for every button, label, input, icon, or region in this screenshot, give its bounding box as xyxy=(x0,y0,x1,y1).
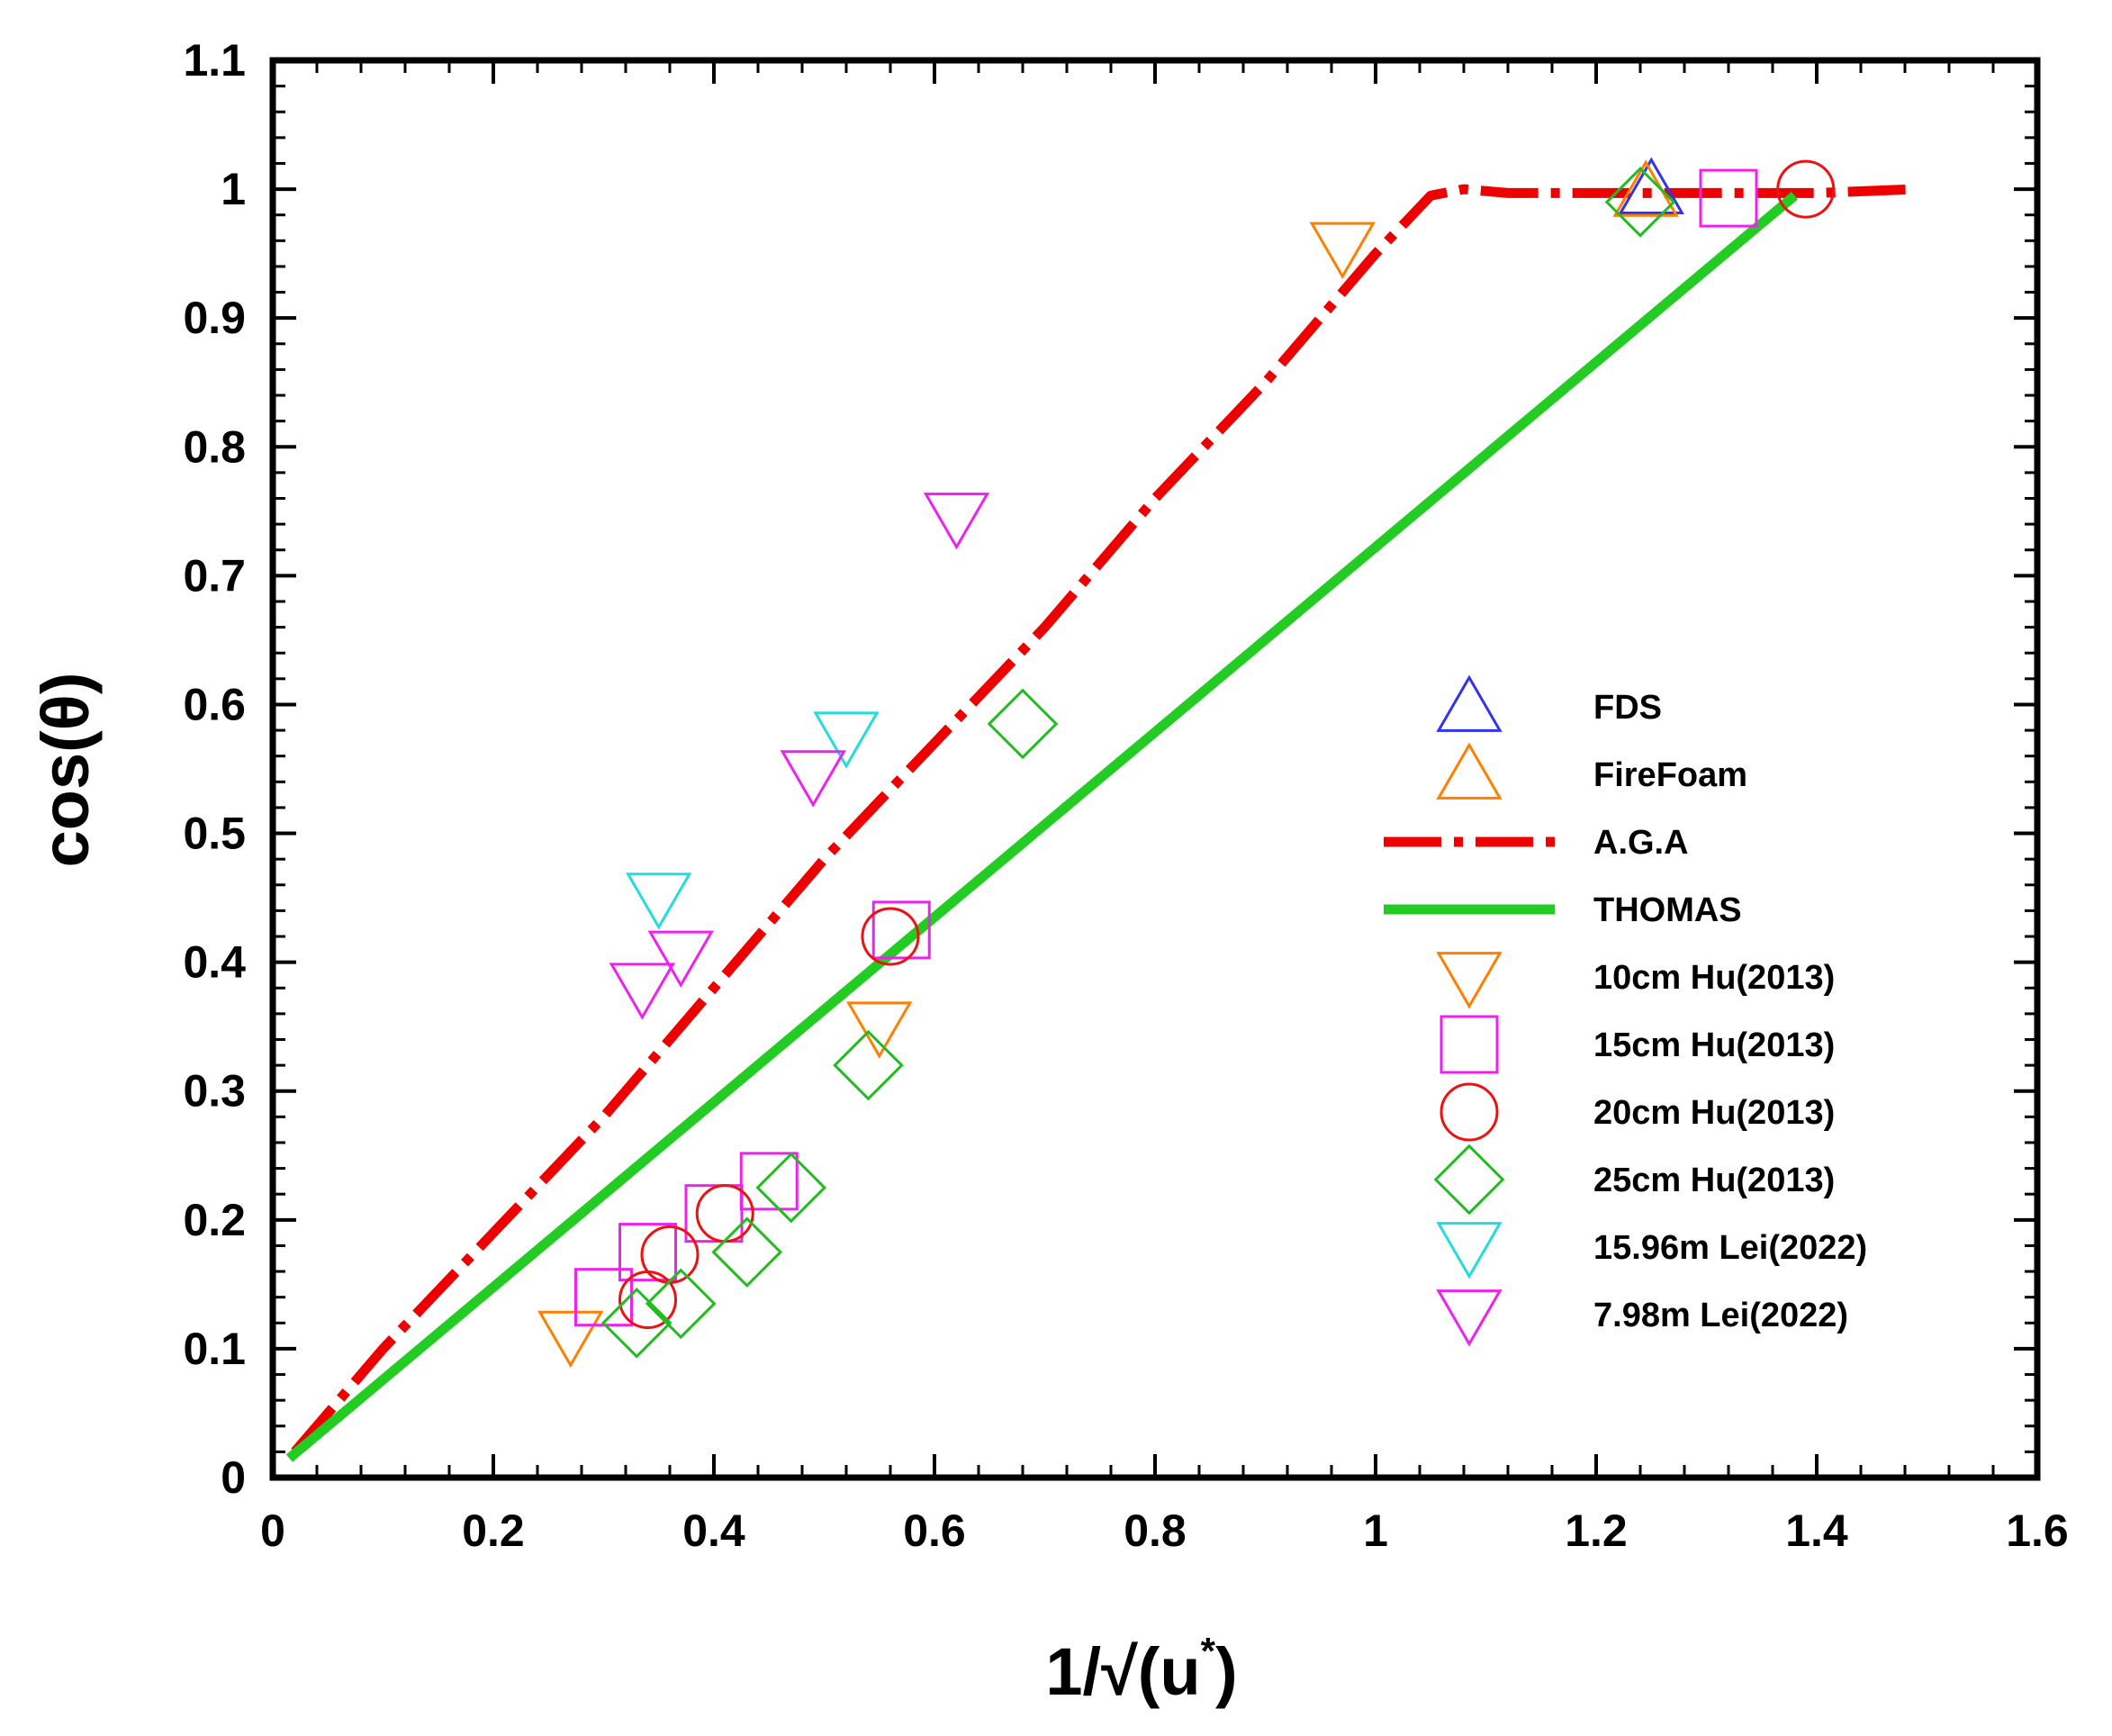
legend-label-thomas: THOMAS xyxy=(1593,891,1742,929)
point-15cm-hu-2013 xyxy=(618,1223,677,1282)
legend-swatch-20cm-hu-2013 xyxy=(1440,1082,1499,1142)
y-tick-label: 0.5 xyxy=(183,809,246,859)
x-axis-title-main: 1/√(u xyxy=(1045,1634,1200,1709)
y-tick-label: 0 xyxy=(221,1452,246,1503)
x-tick-label: 0.8 xyxy=(1124,1505,1187,1556)
legend: FDS FireFoam A.G.A THOMAS 10cm Hu(2013) 15cm … xyxy=(1384,674,1867,1347)
legend-swatch-10cm-hu-2013 xyxy=(1436,952,1503,1009)
legend-label-firefoam: FireFoam xyxy=(1593,756,1747,794)
x-axis-title-sup: * xyxy=(1201,1630,1216,1672)
series-line-thomas xyxy=(285,192,1799,1462)
y-tick-label: 0.9 xyxy=(183,293,246,343)
y-tick-label: 0.3 xyxy=(183,1066,246,1117)
point-25cm-hu-2013 xyxy=(645,1268,717,1340)
point-7-98m-lei-2022 xyxy=(780,750,846,808)
legend-swatch-7-98m-lei-2022 xyxy=(1436,1289,1503,1347)
point-20cm-hu-2013 xyxy=(695,1184,754,1243)
point-25cm-hu-2013 xyxy=(1604,167,1676,238)
point-10cm-hu-2013 xyxy=(1309,222,1376,280)
legend-label-25cm-hu-2013: 25cm Hu(2013) xyxy=(1593,1162,1835,1199)
x-tick-label: 1 xyxy=(1363,1505,1388,1556)
point-25cm-hu-2013 xyxy=(600,1287,672,1359)
point-25cm-hu-2013 xyxy=(755,1152,827,1224)
y-axis-title: cos(θ) xyxy=(28,673,103,868)
y-tick-label: 1.1 xyxy=(183,35,246,86)
point-7-98m-lei-2022 xyxy=(609,963,676,1020)
point-7-98m-lei-2022 xyxy=(647,930,714,989)
x-tick-label: 0.2 xyxy=(462,1505,525,1556)
x-tick-label: 1.2 xyxy=(1565,1505,1628,1556)
y-tick-label: 1 xyxy=(221,164,246,214)
legend-label-15cm-hu-2013: 15cm Hu(2013) xyxy=(1593,1026,1835,1064)
point-fds xyxy=(1618,157,1684,214)
x-axis-title-close: ) xyxy=(1215,1634,1238,1709)
point-7-98m-lei-2022 xyxy=(923,493,990,550)
legend-label-20cm-hu-2013: 20cm Hu(2013) xyxy=(1593,1094,1835,1132)
series-layer xyxy=(285,157,1917,1462)
y-tick-label: 0.7 xyxy=(183,550,246,601)
legend-label-a-g-a: A.G.A xyxy=(1593,824,1689,862)
point-15cm-hu-2013 xyxy=(871,900,931,960)
x-tick-label: 0.6 xyxy=(903,1505,966,1556)
legend-swatch-15cm-hu-2013 xyxy=(1440,1015,1499,1074)
point-25cm-hu-2013 xyxy=(833,1029,904,1101)
point-15cm-hu-2013 xyxy=(684,1184,744,1243)
y-tick-label: 0.2 xyxy=(183,1195,246,1245)
point-10cm-hu-2013 xyxy=(537,1310,604,1369)
y-tick-label: 0.6 xyxy=(183,679,246,729)
y-tick-label: 0.1 xyxy=(183,1324,246,1374)
y-tick-labels: 0 0.1 0.2 0.3 0.4 0.5 0.6 0.7 0.8 0.9 1 1.1 xyxy=(183,35,246,1503)
x-tick-label: 1.6 xyxy=(2006,1505,2069,1556)
point-10cm-hu-2013 xyxy=(846,1001,913,1059)
legend-swatch-fds xyxy=(1436,674,1503,732)
x-tick-labels: 0 0.2 0.4 0.6 0.8 1 1.2 1.4 1.6 xyxy=(260,1505,2069,1556)
point-20cm-hu-2013 xyxy=(1776,159,1836,219)
x-axis-title: 1/√(u*) xyxy=(1045,1630,1237,1709)
point-20cm-hu-2013 xyxy=(861,907,920,966)
legend-label-15-96m-lei-2022: 15.96m Lei(2022) xyxy=(1593,1229,1867,1267)
legend-label-7-98m-lei-2022: 7.98m Lei(2022) xyxy=(1593,1297,1848,1334)
legend-swatch-firefoam xyxy=(1436,742,1503,800)
point-15-96m-lei-2022 xyxy=(626,873,692,930)
legend-swatch-25cm-hu-2013 xyxy=(1433,1144,1505,1216)
point-15cm-hu-2013 xyxy=(739,1152,799,1211)
point-20cm-hu-2013 xyxy=(640,1225,699,1284)
point-15cm-hu-2013 xyxy=(574,1268,633,1327)
point-25cm-hu-2013 xyxy=(987,688,1059,760)
point-15-96m-lei-2022 xyxy=(813,711,880,769)
legend-label-10cm-hu-2013: 10cm Hu(2013) xyxy=(1593,959,1835,997)
x-tick-label: 0 xyxy=(260,1505,285,1556)
legend-swatch-15-96m-lei-2022 xyxy=(1436,1222,1503,1279)
plot-frame xyxy=(269,57,2041,1481)
legend-label-fds: FDS xyxy=(1593,689,1662,727)
y-tick-label: 0.8 xyxy=(183,421,246,472)
point-15cm-hu-2013 xyxy=(1699,168,1758,228)
y-tick-label: 0.4 xyxy=(183,937,246,988)
x-tick-label: 1.4 xyxy=(1785,1505,1848,1556)
point-25cm-hu-2013 xyxy=(711,1216,783,1288)
x-tick-label: 0.4 xyxy=(682,1505,745,1556)
